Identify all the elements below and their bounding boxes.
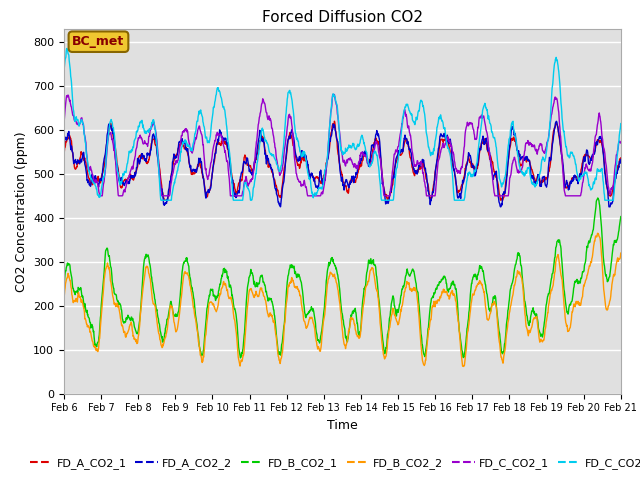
FD_B_CO2_2 (60, 295, 68, 300)
FD_A_CO2_1 (60, 150, 68, 156)
FD_C_CO2_1 (104, 143, 111, 148)
FD_A_CO2_2 (617, 156, 625, 162)
Line: FD_B_CO2_2: FD_B_CO2_2 (64, 233, 621, 367)
FD_C_CO2_2 (617, 120, 625, 126)
FD_C_CO2_1 (96, 193, 104, 199)
FD_B_CO2_1 (378, 323, 385, 328)
FD_A_CO2_1 (318, 178, 326, 183)
FD_A_CO2_2 (308, 170, 316, 176)
FD_A_CO2_2 (60, 144, 68, 149)
FD_C_CO2_1 (126, 169, 134, 175)
FD_C_CO2_2 (319, 184, 326, 190)
FD_B_CO2_2 (296, 292, 304, 298)
FD_B_CO2_2 (460, 364, 467, 370)
FD_A_CO2_1 (126, 173, 134, 179)
FD_C_CO2_1 (308, 193, 316, 199)
FD_C_CO2_2 (308, 192, 316, 198)
FD_A_CO2_2 (126, 177, 134, 183)
FD_A_CO2_2 (297, 155, 305, 160)
FD_C_CO2_2 (126, 150, 134, 156)
FD_C_CO2_2 (60, 68, 68, 73)
FD_B_CO2_1 (103, 245, 111, 251)
X-axis label: Time: Time (327, 419, 358, 432)
FD_B_CO2_1 (60, 284, 68, 289)
FD_B_CO2_2 (318, 335, 326, 341)
FD_B_CO2_1 (126, 316, 134, 322)
FD_B_CO2_1 (318, 324, 326, 330)
FD_B_CO2_2 (103, 264, 111, 269)
FD_C_CO2_1 (378, 167, 385, 172)
FD_B_CO2_1 (297, 278, 305, 284)
FD_A_CO2_2 (553, 119, 561, 124)
FD_B_CO2_1 (617, 214, 625, 219)
FD_A_CO2_1 (103, 141, 111, 146)
FD_C_CO2_1 (60, 120, 68, 126)
Line: FD_A_CO2_2: FD_A_CO2_2 (64, 121, 621, 207)
FD_A_CO2_2 (276, 204, 284, 210)
FD_B_CO2_2 (308, 314, 316, 320)
FD_C_CO2_1 (297, 180, 305, 185)
Y-axis label: CO2 Concentration (ppm): CO2 Concentration (ppm) (15, 131, 28, 291)
FD_C_CO2_2 (157, 197, 164, 203)
FD_A_CO2_2 (318, 179, 326, 184)
FD_C_CO2_1 (329, 92, 337, 97)
FD_B_CO2_2 (126, 323, 134, 329)
FD_A_CO2_1 (161, 197, 168, 203)
FD_B_CO2_2 (617, 250, 625, 256)
Legend: FD_A_CO2_1, FD_A_CO2_2, FD_B_CO2_1, FD_B_CO2_2, FD_C_CO2_1, FD_C_CO2_2: FD_A_CO2_1, FD_A_CO2_2, FD_B_CO2_1, FD_B… (26, 454, 640, 474)
FD_A_CO2_1 (308, 173, 316, 179)
Title: Forced Diffusion CO2: Forced Diffusion CO2 (262, 10, 423, 25)
FD_C_CO2_2 (63, 46, 70, 51)
Text: BC_met: BC_met (72, 35, 125, 48)
FD_B_CO2_1 (237, 355, 244, 361)
FD_B_CO2_1 (594, 195, 602, 201)
Line: FD_C_CO2_1: FD_C_CO2_1 (64, 95, 621, 196)
FD_C_CO2_2 (297, 152, 305, 158)
Line: FD_C_CO2_2: FD_C_CO2_2 (64, 48, 621, 200)
FD_A_CO2_2 (103, 132, 111, 138)
Line: FD_A_CO2_1: FD_A_CO2_1 (64, 121, 621, 200)
FD_A_CO2_1 (297, 159, 305, 165)
FD_A_CO2_2 (378, 162, 385, 168)
Line: FD_B_CO2_1: FD_B_CO2_1 (64, 198, 621, 358)
FD_C_CO2_1 (318, 189, 326, 195)
FD_C_CO2_1 (617, 140, 625, 146)
FD_B_CO2_2 (377, 327, 385, 333)
FD_B_CO2_2 (594, 230, 602, 236)
FD_A_CO2_1 (617, 155, 625, 161)
FD_B_CO2_1 (308, 306, 316, 312)
FD_A_CO2_1 (331, 119, 339, 124)
FD_C_CO2_2 (378, 197, 385, 203)
FD_A_CO2_1 (378, 167, 385, 173)
FD_C_CO2_2 (104, 140, 111, 146)
